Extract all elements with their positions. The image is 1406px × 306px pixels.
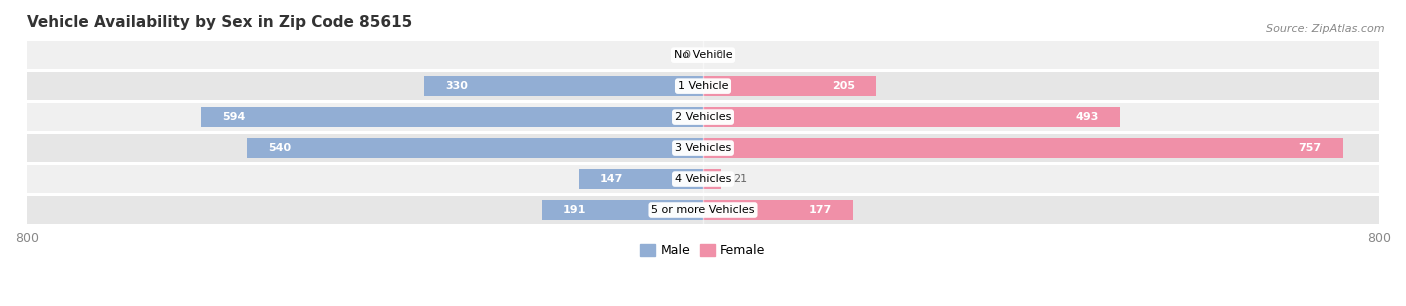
Text: 2 Vehicles: 2 Vehicles — [675, 112, 731, 122]
Text: 5 or more Vehicles: 5 or more Vehicles — [651, 205, 755, 215]
Text: 205: 205 — [832, 81, 855, 91]
Text: 0: 0 — [716, 50, 723, 60]
Text: 1 Vehicle: 1 Vehicle — [678, 81, 728, 91]
Text: 191: 191 — [562, 205, 586, 215]
Bar — [27, 41, 1379, 69]
Bar — [703, 138, 1343, 158]
Text: 594: 594 — [222, 112, 246, 122]
Bar — [703, 76, 876, 96]
Text: Vehicle Availability by Sex in Zip Code 85615: Vehicle Availability by Sex in Zip Code … — [27, 15, 412, 30]
Text: 330: 330 — [446, 81, 468, 91]
Text: No Vehicle: No Vehicle — [673, 50, 733, 60]
Text: Source: ZipAtlas.com: Source: ZipAtlas.com — [1267, 24, 1385, 35]
Text: 0: 0 — [683, 50, 690, 60]
Text: 4 Vehicles: 4 Vehicles — [675, 174, 731, 184]
Text: 757: 757 — [1298, 143, 1322, 153]
Legend: Male, Female: Male, Female — [636, 239, 770, 262]
Text: 177: 177 — [808, 205, 831, 215]
Bar — [541, 200, 703, 220]
Bar — [27, 165, 1379, 193]
Bar — [27, 72, 1379, 100]
Text: 21: 21 — [734, 174, 748, 184]
Text: 540: 540 — [267, 143, 291, 153]
Text: 493: 493 — [1076, 112, 1098, 122]
Bar — [27, 134, 1379, 162]
Text: 147: 147 — [600, 174, 623, 184]
Bar — [246, 138, 703, 158]
Bar — [201, 107, 703, 127]
Bar — [703, 169, 721, 189]
Text: 3 Vehicles: 3 Vehicles — [675, 143, 731, 153]
Bar — [27, 103, 1379, 131]
Bar — [425, 76, 703, 96]
Bar — [579, 169, 703, 189]
Bar — [703, 200, 852, 220]
Bar — [703, 107, 1119, 127]
Bar — [27, 196, 1379, 224]
